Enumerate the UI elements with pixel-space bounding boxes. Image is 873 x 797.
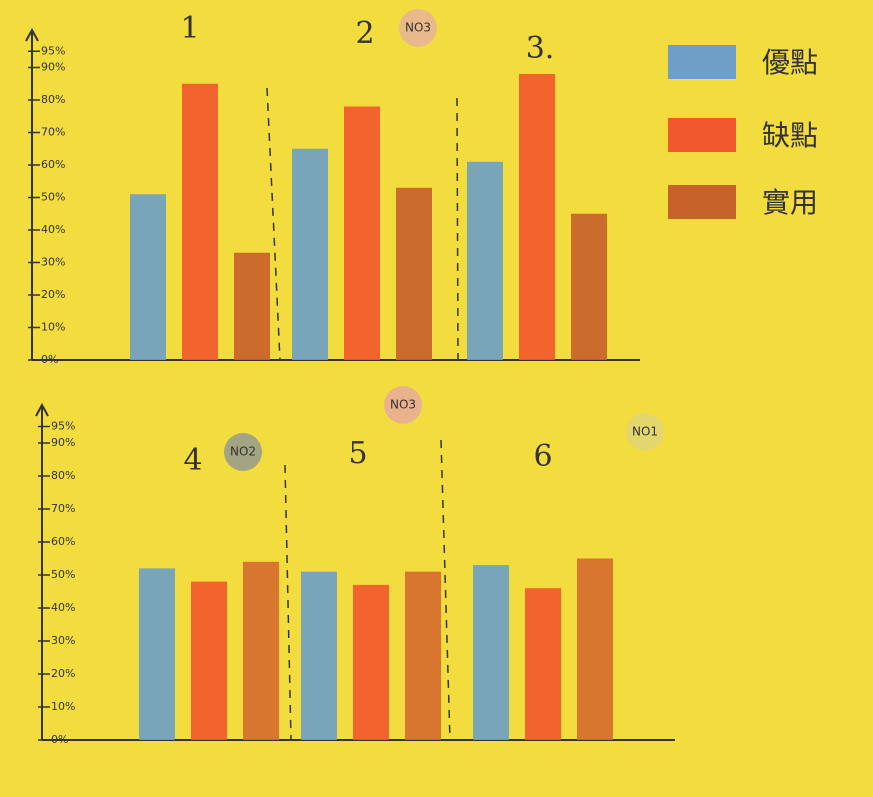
axis-arrow bbox=[25, 27, 39, 42]
bar bbox=[243, 561, 279, 740]
group-label: 4 bbox=[183, 443, 202, 478]
y-tick-label: 90% bbox=[51, 436, 75, 449]
y-tick-label: 95% bbox=[41, 44, 65, 57]
y-tick-label: 50% bbox=[51, 568, 75, 581]
y-tick-label: 70% bbox=[51, 502, 75, 515]
bar bbox=[525, 588, 561, 740]
y-tick-label: 50% bbox=[41, 191, 65, 204]
axis-arrow bbox=[35, 402, 49, 417]
y-tick-label: 90% bbox=[41, 61, 65, 74]
bar bbox=[344, 106, 380, 360]
bar bbox=[191, 581, 227, 740]
y-tick-label: 10% bbox=[41, 321, 65, 334]
bar bbox=[182, 83, 218, 360]
y-tick-label: 95% bbox=[51, 420, 75, 433]
y-tick-label: 20% bbox=[51, 667, 75, 680]
bar bbox=[234, 252, 270, 360]
group-label: 5 bbox=[348, 436, 367, 471]
legend-swatch bbox=[668, 45, 736, 79]
bar bbox=[396, 187, 432, 360]
badge bbox=[384, 386, 422, 424]
bar bbox=[571, 213, 607, 360]
bar bbox=[473, 565, 509, 740]
badge-label: NO3 bbox=[390, 398, 416, 412]
y-tick-label: 60% bbox=[41, 158, 65, 171]
separator bbox=[284, 464, 292, 741]
y-tick-label: 80% bbox=[51, 469, 75, 482]
group-label: 1 bbox=[180, 11, 199, 46]
y-tick-label: 60% bbox=[51, 535, 75, 548]
legend-swatch bbox=[668, 118, 736, 152]
legend-label: 缺點 bbox=[762, 119, 818, 152]
separator bbox=[456, 97, 459, 361]
separator bbox=[440, 439, 451, 741]
y-tick-label: 70% bbox=[41, 126, 65, 139]
y-tick-label: 20% bbox=[41, 288, 65, 301]
badge bbox=[626, 413, 664, 451]
bar bbox=[467, 161, 503, 360]
bar bbox=[519, 74, 555, 360]
bar bbox=[405, 571, 441, 740]
bar bbox=[139, 568, 175, 740]
legend-label: 優點 bbox=[762, 46, 818, 79]
y-tick-label: 30% bbox=[51, 634, 75, 647]
y-tick-label: 10% bbox=[51, 700, 75, 713]
y-tick-label: 30% bbox=[41, 256, 65, 269]
badge-label: NO2 bbox=[230, 445, 256, 459]
bar bbox=[292, 148, 328, 360]
bar bbox=[130, 194, 166, 360]
y-tick-label: 0% bbox=[41, 353, 58, 366]
y-tick-label: 40% bbox=[41, 223, 65, 236]
group-label: 2 bbox=[355, 16, 374, 51]
badge bbox=[399, 9, 437, 47]
legend-label: 實用 bbox=[762, 186, 818, 219]
badge bbox=[224, 433, 262, 471]
legend-swatch bbox=[668, 185, 736, 219]
bar bbox=[353, 584, 389, 740]
separator bbox=[266, 87, 281, 361]
badge-label: NO1 bbox=[632, 425, 658, 439]
badge-label: NO3 bbox=[405, 21, 431, 35]
group-label: 6 bbox=[533, 439, 552, 474]
bar bbox=[301, 571, 337, 740]
y-tick-label: 0% bbox=[51, 733, 68, 746]
group-label: 3. bbox=[526, 31, 555, 66]
y-tick-label: 40% bbox=[51, 601, 75, 614]
bar bbox=[577, 558, 613, 740]
y-tick-label: 80% bbox=[41, 93, 65, 106]
